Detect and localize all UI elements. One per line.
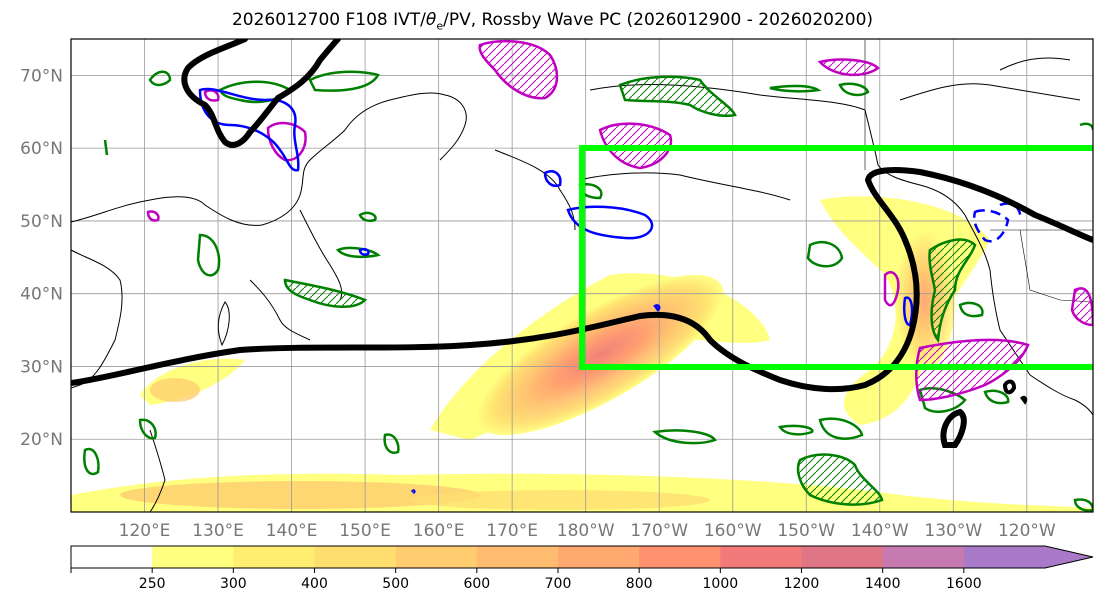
lat-tick-label: 40°N <box>20 285 63 305</box>
colorbar-tick-label: 1000 <box>703 576 739 592</box>
theta-e-blue-contours <box>198 87 1022 495</box>
lon-tick-label: 140°W <box>851 521 909 541</box>
colorbar-segment <box>558 546 640 568</box>
lon-tick-label: 140°E <box>266 521 318 541</box>
colorbar-segment <box>152 546 234 568</box>
colorbar-segment <box>801 546 884 568</box>
lon-tick-label: 120°W <box>998 521 1056 541</box>
colorbar-segment <box>71 546 153 568</box>
colorbar-segment <box>314 546 397 568</box>
colorbar-tick-label: 1400 <box>865 576 901 592</box>
figure-title: 2026012700 F108 IVT/θe/PV, Rossby Wave P… <box>231 10 874 33</box>
colorbar-tick-label: 250 <box>139 576 166 592</box>
colorbar-tick-label: 700 <box>545 576 572 592</box>
colorbar-tick-label: 1600 <box>946 576 982 592</box>
lon-tick-label: 120°E <box>119 521 171 541</box>
colorbar-outline <box>70 545 1094 569</box>
colorbar-segment <box>233 546 315 568</box>
colorbar-segment <box>720 546 802 568</box>
colorbar-tick-label: 1200 <box>784 576 820 592</box>
colorbar-tick-label: 300 <box>220 576 247 592</box>
latitude-labels: 70°N 60°N 50°N 40°N 30°N 20°N <box>20 66 63 450</box>
colorbar-segment <box>639 546 721 568</box>
colorbar-segment <box>476 546 559 568</box>
map-area <box>71 39 1093 512</box>
lat-tick-label: 50°N <box>20 212 63 232</box>
lon-tick-label: 160°W <box>704 521 762 541</box>
theta-e-green-contours <box>83 70 1093 512</box>
analysis-box <box>579 145 1093 370</box>
map-frame <box>70 38 1094 513</box>
colorbar-tick-label: 400 <box>301 576 328 592</box>
lon-tick-label: 170°W <box>630 521 688 541</box>
lon-tick-label: 150°E <box>339 521 391 541</box>
colorbar-segment <box>963 546 1046 568</box>
colorbar-tick-label: 600 <box>463 576 490 592</box>
lat-tick-label: 60°N <box>20 139 63 159</box>
pv-contours <box>71 39 1093 448</box>
colorbar-tick-label: 500 <box>382 576 409 592</box>
lon-tick-label: 160°E <box>413 521 465 541</box>
lon-tick-label: 180°W <box>557 521 615 541</box>
lat-tick-label: 20°N <box>20 430 63 450</box>
lon-tick-label: 130°W <box>924 521 982 541</box>
colorbar-tick-label: 800 <box>626 576 653 592</box>
colorbar-segment <box>395 546 478 568</box>
lat-tick-label: 70°N <box>20 66 63 86</box>
colorbar-extend-arrow <box>1045 546 1093 568</box>
longitude-labels: 120°E 130°E 140°E 150°E 160°E 170°E 180°W 170°W… <box>119 521 1056 541</box>
lon-tick-label: 130°E <box>192 521 244 541</box>
colorbar-segment <box>882 546 965 568</box>
lat-tick-label: 30°N <box>20 357 63 377</box>
colorbar: 250 300 400 500 600 700 800 1000 1200 1400 1600 <box>70 545 1094 592</box>
lon-tick-label: 150°W <box>777 521 835 541</box>
lon-tick-label: 170°E <box>486 521 538 541</box>
